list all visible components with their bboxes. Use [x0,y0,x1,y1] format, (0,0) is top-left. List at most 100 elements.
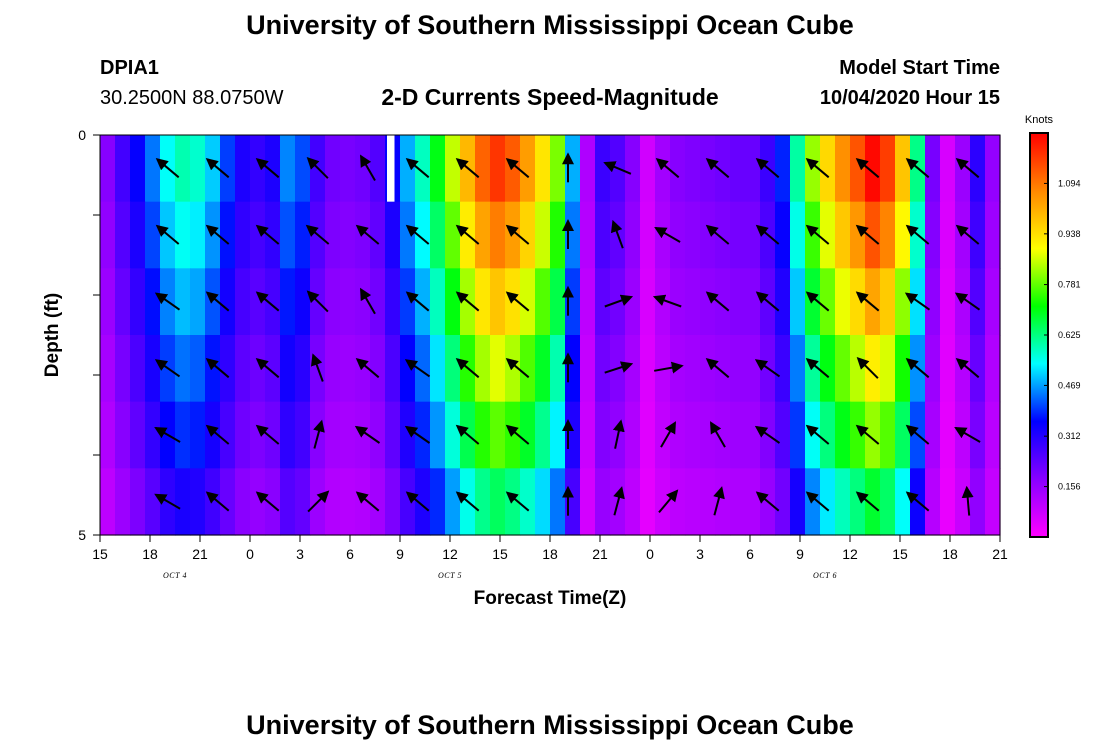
heatmap-cell [130,268,146,336]
colorbar-tick-label: 0.312 [1058,431,1081,441]
heatmap-cell [370,335,386,403]
current-vector-arrow [655,158,680,179]
heatmap-cell [100,135,116,203]
heatmap-cell [475,268,491,336]
heatmap-cell [850,401,866,469]
heatmap-cell [340,401,356,469]
heatmap-cell [265,335,281,403]
heatmap-cell [190,335,206,403]
heatmap-cell [835,468,851,536]
heatmap-cell [490,468,506,536]
x-tick-label: 12 [842,546,858,562]
heatmap-cell [775,468,791,536]
heatmap-cell [580,335,596,403]
heatmap-cell [325,468,341,536]
heatmap-cell [280,401,296,469]
current-vector-arrow [404,359,431,378]
current-vector-arrow [603,161,632,175]
heatmap-cell [190,135,206,203]
heatmap-cell [415,335,431,403]
heatmap-cell [280,201,296,269]
heatmap-cell [745,135,761,203]
heatmap-cell [685,468,701,536]
heatmap-cell [730,201,746,269]
x-tick-label: 18 [142,546,158,562]
y-axis-title: Depth (ft) [42,293,63,377]
heatmap-cell [685,201,701,269]
heatmap-cell [250,135,266,203]
heatmap-cell [415,201,431,269]
date-label: OCT 5 [438,571,462,580]
heatmap-cell [685,401,701,469]
heatmap-cell [745,268,761,336]
heatmap-cell [625,335,641,403]
heatmap-cell [520,201,536,269]
heatmap-cell [565,201,581,269]
heatmap-cell [295,268,311,336]
current-vector-arrow [805,224,830,245]
heatmap-cell [820,201,836,269]
current-vector-arrow [855,291,880,312]
heatmap-cell [175,268,191,336]
heatmap-cell [145,268,161,336]
colorbar-unit-label: Knots [1025,114,1054,126]
heatmap-cell [535,135,551,203]
heatmap-cell [670,401,686,469]
current-vector-arrow [355,224,380,245]
colorbar: 1.094 0.938 0.781 0.625 0.469 0.312 0.156 Knots [1025,114,1081,538]
current-vector-arrow [155,158,180,179]
heatmap-cell [115,135,131,203]
heatmap-cell [865,135,881,203]
heatmap-cell [655,401,671,469]
heatmap-cell [535,468,551,536]
heatmap-cell [385,401,401,469]
heatmap [100,135,1001,536]
heatmap-cell [835,335,851,403]
heatmap-cell [265,135,281,203]
heatmap-cell [565,268,581,336]
heatmap-cell [850,268,866,336]
current-vector-arrow [855,424,880,445]
current-vector-arrow [954,426,981,443]
current-vector-arrow [505,358,530,379]
model-start-label: Model Start Time [839,57,1000,79]
current-vector-arrow [355,491,380,512]
heatmap-cell [835,135,851,203]
heatmap-cell [625,201,641,269]
heatmap-cell [490,201,506,269]
heatmap-cell [550,468,566,536]
heatmap-cell [325,268,341,336]
current-vector-arrow [505,224,530,245]
current-vector-arrow [754,425,781,444]
heatmap-cell [400,335,416,403]
heatmap-cell [520,335,536,403]
heatmap-cell [475,335,491,403]
heatmap-cell [640,401,656,469]
heatmap-cell [580,135,596,203]
heatmap-cell [985,335,1001,403]
heatmap-cell [775,135,791,203]
current-vector-arrow [705,358,730,379]
current-vector-arrow [654,361,684,374]
heatmap-cell [535,201,551,269]
current-vector-arrow [455,224,480,245]
heatmap-cell [235,468,251,536]
heatmap-cell [175,135,191,203]
heatmap-cell [250,268,266,336]
heatmap-cell [400,135,416,203]
heatmap-cell [430,401,446,469]
current-vector-arrow [855,491,880,512]
heatmap-cell [220,268,236,336]
heatmap-cell [220,468,236,536]
heatmap-cell [685,135,701,203]
heatmap-cell [550,268,566,336]
heatmap-cell [325,335,341,403]
current-vector-arrow [855,158,880,179]
current-vector-arrow [705,158,730,179]
current-vector-arrow [205,224,230,245]
current-vector-arrow [405,491,430,512]
y-tick-label: 5 [78,527,86,543]
heatmap-cell [970,135,986,203]
heatmap-cell [415,135,431,203]
heatmap-cell [550,201,566,269]
